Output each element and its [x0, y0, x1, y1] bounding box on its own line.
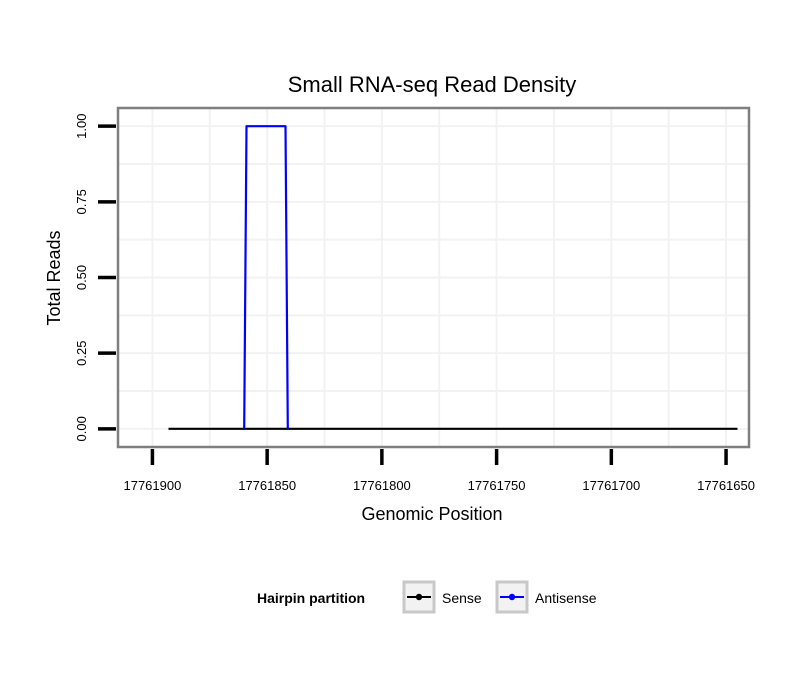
legend: Hairpin partition Sense Antisense — [257, 580, 597, 614]
x-tick-label: 17761650 — [697, 478, 755, 493]
y-tick-label: 0.00 — [74, 416, 89, 441]
x-tick-label: 17761850 — [238, 478, 296, 493]
legend-title: Hairpin partition — [257, 590, 365, 606]
x-tick-label: 17761900 — [123, 478, 181, 493]
y-tick-label: 0.50 — [74, 265, 89, 290]
legend-key-point — [508, 593, 516, 601]
legend-label: Antisense — [535, 590, 597, 606]
x-axis: 17761900 17761850 17761800 17761750 17761700… — [123, 449, 755, 493]
series-line-antisense — [243, 125, 289, 429]
legend-label: Sense — [442, 590, 482, 606]
series-lines — [168, 125, 738, 430]
x-axis-title: Genomic Position — [361, 504, 502, 524]
chart-title: Small RNA-seq Read Density — [288, 72, 577, 97]
plot-panel — [116, 106, 751, 449]
x-tick-label: 17761800 — [353, 478, 411, 493]
y-axis-title: Total Reads — [44, 230, 64, 325]
y-tick-label: 0.25 — [74, 341, 89, 366]
x-tick-label: 17761750 — [468, 478, 526, 493]
legend-item-antisense: Antisense — [495, 580, 597, 614]
grid-lines — [118, 108, 749, 447]
x-tick-label: 17761700 — [582, 478, 640, 493]
legend-key-point — [415, 593, 423, 601]
y-tick-label: 1.00 — [74, 114, 89, 139]
y-tick-label: 0.75 — [74, 189, 89, 214]
legend-item-sense: Sense — [402, 580, 482, 614]
y-axis: 0.00 0.25 0.50 0.75 1.00 — [74, 114, 116, 441]
